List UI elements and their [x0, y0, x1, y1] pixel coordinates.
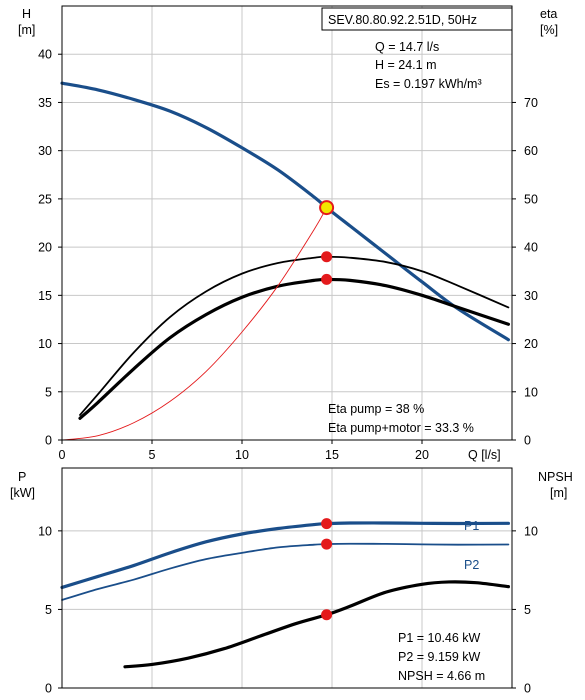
top-left-tick-label-20: 20 — [38, 241, 52, 255]
top-tick-labels: 0 5 10 15 20 0 5 10 15 20 25 30 35 40 0 10 20 30 40 50 60 70 — [38, 48, 538, 462]
bottom-left-tick-label-5: 5 — [45, 603, 52, 617]
eta-pump-curve — [79, 255, 510, 416]
system-curve — [61, 207, 328, 441]
top-markers — [319, 200, 335, 285]
p1-point-marker — [321, 518, 333, 530]
bottom-right-tick-label-0: 0 — [524, 682, 531, 696]
bottom-right-tick-label-5: 5 — [524, 603, 531, 617]
info-eta-pump-motor: Eta pump+motor = 33.3 % — [328, 421, 474, 435]
bottom-grid — [62, 468, 512, 688]
p1-curve — [60, 521, 510, 590]
bottom-plot-frame — [61, 467, 513, 689]
bottom-series — [60, 521, 510, 669]
p1-series-label: P1 — [464, 519, 479, 533]
bottom-right-axis-title: NPSH — [538, 470, 573, 484]
bottom-tick-labels: 0 5 10 0 5 10 — [38, 524, 538, 695]
top-left-tick-label-40: 40 — [38, 48, 52, 62]
info-specific-energy: Es = 0.197 kWh/m³ — [375, 77, 482, 91]
top-left-tick-label-15: 15 — [38, 289, 52, 303]
top-left-tick-label-30: 30 — [38, 144, 52, 158]
npsh-point-marker — [321, 609, 333, 621]
x-tick-label-5: 5 — [149, 448, 156, 462]
info-head: H = 24.1 m — [375, 58, 437, 72]
x-axis-title: Q [l/s] — [468, 448, 501, 462]
top-plot-frame — [61, 5, 513, 441]
info-p1: P1 = 10.46 kW — [398, 631, 481, 645]
info-flow: Q = 14.7 l/s — [375, 40, 439, 54]
x-tick-label-0: 0 — [59, 448, 66, 462]
top-right-tick-label-40: 40 — [524, 241, 538, 255]
head-efficiency-chart: 0 5 10 15 200510152025303540010203040506070 … — [18, 5, 558, 462]
eta-pump-motor-curve — [78, 277, 510, 420]
top-left-tick-label-10: 10 — [38, 337, 52, 351]
top-left-axis-unit: [m] — [18, 23, 35, 37]
head-curve — [60, 81, 510, 342]
top-left-tick-label-35: 35 — [38, 96, 52, 110]
top-grid — [62, 6, 512, 440]
x-tick-label-15: 15 — [325, 448, 339, 462]
top-right-tick-label-70: 70 — [524, 96, 538, 110]
top-left-tick-label-5: 5 — [45, 385, 52, 399]
info-npsh: NPSH = 4.66 m — [398, 669, 485, 683]
top-left-tick-label-25: 25 — [38, 192, 52, 206]
bottom-left-axis-title: P — [18, 470, 26, 484]
eta-pump-motor-point-marker — [321, 273, 333, 285]
p2-curve — [61, 542, 510, 601]
x-tick-label-10: 10 — [235, 448, 249, 462]
bottom-left-tick-label-10: 10 — [38, 524, 52, 538]
p2-point-marker — [321, 538, 333, 550]
bottom-markers — [321, 518, 333, 621]
x-tick-label-20: 20 — [415, 448, 429, 462]
bottom-right-axis-unit: [m] — [550, 486, 567, 500]
top-right-tick-label-0: 0 — [524, 434, 531, 448]
top-right-tick-label-50: 50 — [524, 192, 538, 206]
chart-title: SEV.80.80.92.2.51D, 50Hz — [328, 13, 477, 27]
operating-point-marker — [319, 200, 335, 216]
power-npsh-chart: 0 5 10 0 5 10 P [kW] NPSH [m] P1 P2 P1 = 10.4… — [10, 467, 573, 696]
top-right-tick-label-10: 10 — [524, 385, 538, 399]
top-right-axis-unit: [%] — [540, 23, 558, 37]
eta-pump-point-marker — [321, 251, 333, 263]
bottom-left-axis-unit: [kW] — [10, 486, 35, 500]
info-eta-pump: Eta pump = 38 % — [328, 402, 424, 416]
p2-series-label: P2 — [464, 558, 479, 572]
top-right-tick-label-20: 20 — [524, 337, 538, 351]
top-right-tick-label-30: 30 — [524, 289, 538, 303]
top-left-tick-label-0: 0 — [45, 434, 52, 448]
top-right-axis-title: eta — [540, 7, 557, 21]
chart-title-box — [321, 7, 513, 31]
info-p2: P2 = 9.159 kW — [398, 650, 481, 664]
top-left-axis-title: H — [22, 7, 31, 21]
bottom-right-tick-label-10: 10 — [524, 524, 538, 538]
top-right-tick-label-60: 60 — [524, 144, 538, 158]
top-series — [60, 81, 510, 441]
bottom-left-tick-label-0: 0 — [45, 682, 52, 696]
